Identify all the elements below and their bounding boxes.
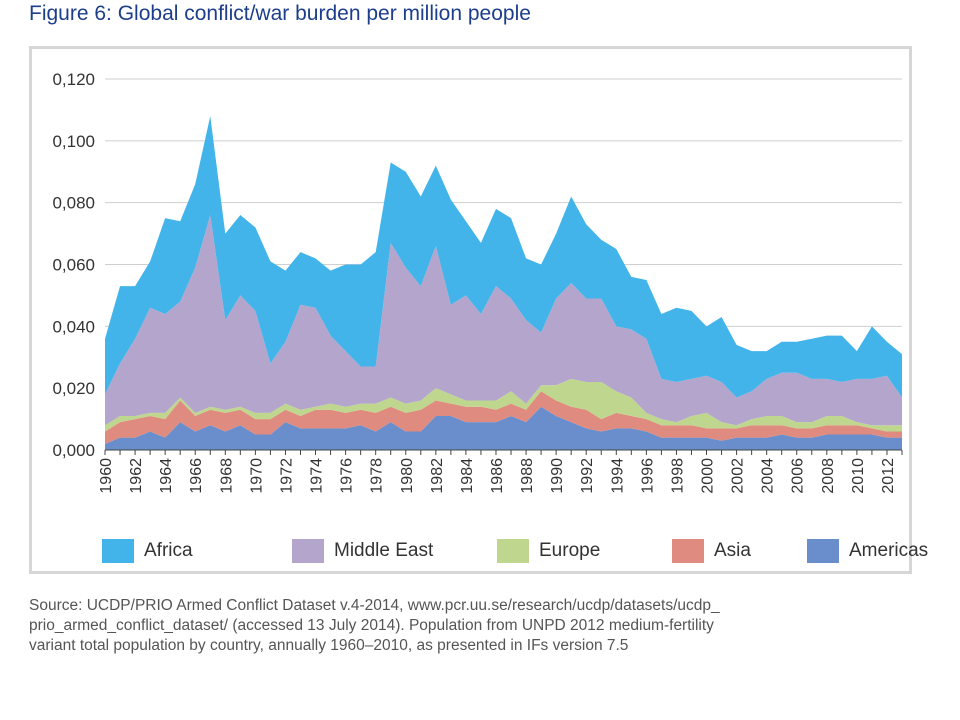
- legend-swatch: [292, 539, 324, 563]
- legend-item-asia: Asia: [672, 535, 751, 567]
- x-tick-label: 1988: [519, 458, 536, 494]
- source-note: Source: UCDP/PRIO Armed Conflict Dataset…: [29, 596, 909, 656]
- x-tick-label: 1976: [339, 458, 356, 494]
- x-tick-label: 1964: [158, 458, 175, 494]
- chart-legend: Africa Middle East Europe Asia Americas: [102, 535, 928, 567]
- y-tick-label: 0,120: [52, 70, 95, 89]
- x-tick-label: 1998: [669, 458, 686, 494]
- source-line-3: variant total population by country, ann…: [29, 637, 629, 654]
- source-line-1: Source: UCDP/PRIO Armed Conflict Dataset…: [29, 597, 720, 614]
- source-line-2: prio_armed_conflict_dataset/ (accessed 1…: [29, 617, 714, 634]
- area-europe: [105, 378, 902, 432]
- x-tick-label: 1968: [218, 458, 235, 494]
- area-asia: [105, 391, 902, 444]
- x-tick-label: 1980: [399, 458, 416, 494]
- x-tick-label: 1962: [128, 458, 145, 494]
- x-tick-label: 1978: [369, 458, 386, 494]
- x-tick-label: 1992: [579, 458, 596, 494]
- area-africa: [105, 116, 902, 398]
- x-tick-label: 1984: [459, 458, 476, 494]
- x-tick-label: 1974: [309, 458, 326, 494]
- legend-label: Africa: [144, 540, 193, 561]
- legend-label: Middle East: [334, 540, 434, 561]
- y-tick-label: 0,020: [52, 379, 95, 398]
- x-tick-label: 2010: [850, 458, 867, 494]
- x-tick-label: 1960: [98, 458, 115, 494]
- y-tick-label: 0,040: [52, 317, 95, 336]
- legend-label: Americas: [849, 540, 929, 561]
- x-tick-label: 2008: [820, 458, 837, 494]
- x-tick-label: 2004: [760, 458, 777, 494]
- x-tick-label: 1994: [609, 458, 626, 494]
- area-americas: [105, 406, 902, 450]
- legend-label: Europe: [539, 540, 601, 561]
- legend-item-americas: Americas: [807, 535, 928, 567]
- x-tick-label: 1982: [429, 458, 446, 494]
- legend-swatch: [807, 539, 839, 563]
- x-tick-label: 2002: [730, 458, 747, 494]
- x-tick-label: 1986: [489, 458, 506, 494]
- x-tick-label: 2000: [700, 458, 717, 494]
- x-tick-label: 2012: [880, 458, 897, 494]
- x-tick-label: 1972: [278, 458, 295, 494]
- y-tick-label: 0,060: [52, 256, 95, 275]
- x-tick-label: 1970: [248, 458, 265, 494]
- legend-label: Asia: [714, 540, 751, 561]
- y-tick-label: 0,000: [52, 441, 95, 460]
- x-tick-label: 1990: [549, 458, 566, 494]
- legend-swatch: [102, 539, 134, 563]
- figure-title: Figure 6: Global conflict/war burden per…: [29, 2, 531, 25]
- legend-item-europe: Europe: [497, 535, 600, 567]
- legend-item-africa: Africa: [102, 535, 193, 567]
- legend-swatch: [672, 539, 704, 563]
- stacked-area-chart: 0,000 0,020 0,040 0,060 0,080 0,100 0,120 1960 1…: [52, 70, 903, 494]
- x-tick-label: 1966: [188, 458, 205, 494]
- x-tick-label: 1996: [639, 458, 656, 494]
- y-tick-label: 0,100: [52, 132, 95, 151]
- x-tick-label: 2006: [790, 458, 807, 494]
- chart-frame: 0,000 0,020 0,040 0,060 0,080 0,100 0,120 1960 1…: [29, 46, 928, 574]
- legend-item-middle-east: Middle East: [292, 535, 433, 567]
- y-tick-label: 0,080: [52, 194, 95, 213]
- legend-swatch: [497, 539, 529, 563]
- area-middle-east: [105, 215, 902, 426]
